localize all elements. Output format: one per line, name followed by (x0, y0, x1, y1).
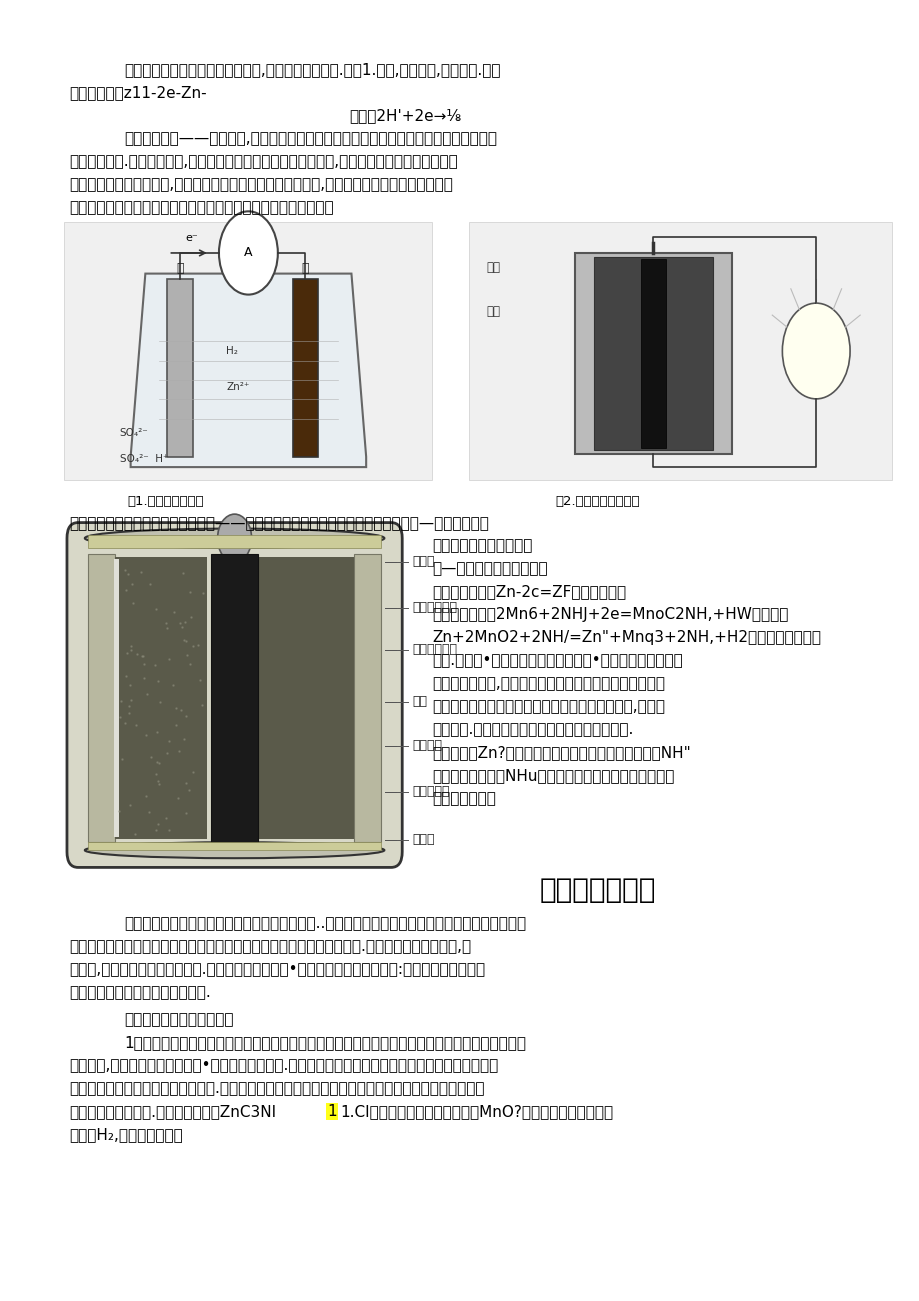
Text: 而被氧化成Zn?而进入电裤质溶液中，电解质溶液中的NH": 而被氧化成Zn?而进入电裤质溶液中，电解质溶液中的NH" (432, 745, 690, 760)
Text: 获得电子被还原成NHu从而使灯泡在电子转移的过程中获: 获得电子被还原成NHu从而使灯泡在电子转移的过程中获 (432, 768, 674, 783)
Text: 1.CI和淀粉糊作电解质，还填有MnO?作去极化剂（汲取正极: 1.CI和淀粉糊作电解质，还填有MnO?作去极化剂（汲取正极 (340, 1105, 613, 1119)
Bar (353, 554, 380, 842)
Text: A: A (244, 246, 253, 259)
Bar (292, 278, 318, 457)
Text: Zn²⁺: Zn²⁺ (226, 382, 249, 392)
Text: 二氧化锰: 二氧化锰 (412, 739, 442, 752)
Bar (167, 278, 193, 457)
Text: 的正极和负极，运用时将两极用号战接通，就有电流产生，因而获得能量.化学电池放到确定程度,电: 的正极和负极，运用时将两极用号战接通，就有电流产生，因而获得能量.化学电池放到确… (69, 939, 471, 954)
Bar (88, 554, 116, 842)
Bar (593, 258, 712, 450)
Text: 下面介绍化学电池的种类；: 下面介绍化学电池的种类； (124, 1012, 233, 1026)
FancyBboxPatch shape (67, 523, 402, 868)
Text: 锌筒（负极）: 锌筒（负极） (412, 643, 457, 656)
Text: 绝缘物: 绝缘物 (412, 556, 434, 569)
FancyBboxPatch shape (469, 222, 891, 480)
Bar (640, 259, 665, 448)
Text: 正极：2H'+2e→⅛: 正极：2H'+2e→⅛ (349, 108, 461, 124)
Circle shape (219, 211, 278, 294)
Text: 锌片: 锌片 (485, 304, 500, 317)
Text: 化学电池：借助于化学能「脆转变为电能的装附..化学电池的主要部分是电解而溶液，和浸在溶液中: 化学电池：借助于化学能「脆转变为电能的装附..化学电池的主要部分是电解而溶液，和… (124, 916, 526, 932)
Circle shape (217, 514, 252, 562)
Bar (255, 557, 353, 839)
Text: 兼做容鼎,中心插一根碳棒作正极•碳棒顶端加一铜帽.在石墨碳棒四周填满二氧化拓和炭黑的混合物，用用: 兼做容鼎,中心插一根碳棒作正极•碳棒顶端加一铜帽.在石墨碳棒四周填满二氧化拓和炭… (69, 1058, 498, 1073)
Bar (116, 557, 207, 839)
Text: 放出的H₂,防止产生极化现: 放出的H₂,防止产生极化现 (69, 1127, 183, 1142)
Text: 碳棒（正极）: 碳棒（正极） (412, 601, 457, 614)
Text: 图1.铜锌原电池原理: 图1.铜锌原电池原理 (127, 494, 204, 507)
Bar (114, 559, 119, 838)
FancyBboxPatch shape (64, 222, 432, 480)
Text: 顶端用蜡和火漆的封.在石族四周填充ZnC3NI: 顶端用蜡和火漆的封.在石族四周填充ZnC3NI (69, 1105, 276, 1119)
Text: 负极（锌筒）：Zn-2c=ZF（氧化反应）: 负极（锌筒）：Zn-2c=ZF（氧化反应） (432, 584, 626, 598)
Text: 的结构和反应原理如下：: 的结构和反应原理如下： (432, 539, 532, 553)
Text: 下面，简沽介绍一种比较常见的电池——干电池，手电筒中的干电池一般足一般的锌—钛干电池，它: 下面，简沽介绍一种比较常见的电池——干电池，手电筒中的干电池一般足一般的锌—钛干… (69, 516, 488, 531)
Text: 离了可以通过的长纤鳞纸包衬作隔膜.隔眼外是用氧化锌、氯化楼和淀粉等调成糊状作电解吸溶液：电池: 离了可以通过的长纤鳞纸包衬作隔膜.隔眼外是用氧化锌、氯化楼和淀粉等调成糊状作电解… (69, 1081, 484, 1095)
Text: H₂: H₂ (226, 346, 238, 356)
Bar (88, 842, 380, 850)
Text: 碳棒: 碳棒 (485, 260, 500, 273)
Text: 糊状电解液: 糊状电解液 (412, 785, 449, 798)
Text: 锌壳之间填满了糊状白色电解液，其成分是氯化筱,氯化锌: 锌壳之间填满了糊状白色电解液，其成分是氯化筱,氯化锌 (432, 699, 664, 714)
Polygon shape (130, 273, 366, 467)
Text: 反应：负极：z11-2e-Zn-: 反应：负极：z11-2e-Zn- (69, 85, 207, 100)
Text: 锌: 锌 (176, 262, 184, 275)
Circle shape (781, 303, 849, 399)
Ellipse shape (85, 528, 384, 548)
Text: 能减弱,有的经充电或原又可运用.这样的电池叫都电池•如铅箱电池、银锌电池等:有的不能充复原，称: 能减弱,有的经充电或原又可运用.这样的电池叫都电池•如铅箱电池、银锌电池等:有的… (69, 961, 484, 977)
Text: 得电能而发光。: 得电能而发光。 (432, 791, 495, 807)
Text: 炭黑: 炭黑 (412, 695, 426, 708)
Text: 包袱的黑色物质,这是石槊粉和二弱化锱的混合物，纸板和: 包袱的黑色物质,这是石槊粉和二弱化锱的混合物，纸板和 (432, 677, 664, 691)
Ellipse shape (85, 842, 384, 859)
Text: 种不同的电池.在这些电池中,一般都用还原性较强的物质作为负极,负极向外电路供应电子：用焚: 种不同的电池.在这些电池中,一般都用还原性较强的物质作为负极,负极向外电路供应电… (69, 154, 458, 169)
Text: Zn+2MnO2+2NH/=Zn"+Mnq3+2NH,+H2干电池的外光是金: Zn+2MnO2+2NH/=Zn"+Mnq3+2NH,+H2干电池的外光是金 (432, 630, 821, 645)
Text: 为原电池，如干电池、燃料电池等.: 为原电池，如干电池、燃料电池等. (69, 985, 210, 1000)
Text: 1: 1 (327, 1105, 336, 1119)
Text: SO₄²⁻  H⁺: SO₄²⁻ H⁺ (119, 454, 168, 464)
Text: 正极（碳棒）：2Mn6+2NHJ+2e=MnoC2NH,+HW总反应：: 正极（碳棒）：2Mn6+2NHJ+2e=MnoC2NH,+HW总反应： (432, 608, 788, 622)
Bar (88, 535, 380, 548)
Text: SO₄²⁻: SO₄²⁻ (119, 428, 148, 438)
Text: 化性较强的物质作为正极,正极从外电路得到电子：在电池内部,两极之间以充电解液。放电时，: 化性较强的物质作为正极,正极从外电路得到电子：在电池内部,两极之间以充电解液。放… (69, 177, 452, 193)
Text: 和淀粉糊.干电池放电主要是通过柃筒上失去电子.: 和淀粉糊.干电池放电主要是通过柃筒上失去电子. (432, 722, 633, 736)
Text: 电化学上把电子流出的极定为负极,流入的极定为正极.如图1.所示,梓为负极,铜为正极.电极: 电化学上把电子流出的极定为负极,流入的极定为正极.如图1.所示,梓为负极,铜为正… (124, 62, 500, 77)
Text: 铜: 铜 (301, 262, 309, 275)
Text: 1．干电池：一般锌镐干电池的简称，在一般手电筒中运用锌镐干电池，是用锌皮制成的柃筒作负极: 1．干电池：一般锌镐干电池的简称，在一般手电筒中运用锌镐干电池，是用锌皮制成的柃… (124, 1036, 526, 1050)
Text: 负极上的电子通过寻找流向用电器，从正极流回电池，形成电流。: 负极上的电子通过寻找流向用电器，从正极流回电池，形成电流。 (69, 200, 334, 215)
Bar (210, 554, 258, 842)
Bar (574, 252, 731, 454)
Text: 以上介绍了用——锌原电池,我们也可以利用同样的原理，把其他的氧化还原反应设计成各: 以上介绍了用——锌原电池,我们也可以利用同样的原理，把其他的氧化还原反应设计成各 (124, 131, 496, 146)
Text: 图2.干电池原理示意图: 图2.干电池原理示意图 (555, 494, 640, 507)
Text: 件—键电池内的主要反应：: 件—键电池内的主要反应： (432, 561, 548, 576)
Text: 绝缘物: 绝缘物 (412, 833, 434, 846)
Text: 属柠.作负极•中心碳棒（石醒）玷正极•碳律四周由一层纸质: 属柠.作负极•中心碳棒（石醒）玷正极•碳律四周由一层纸质 (432, 653, 683, 667)
Text: 化小电池的种类: 化小电池的种类 (539, 877, 655, 904)
Text: e⁻: e⁻ (185, 233, 198, 242)
